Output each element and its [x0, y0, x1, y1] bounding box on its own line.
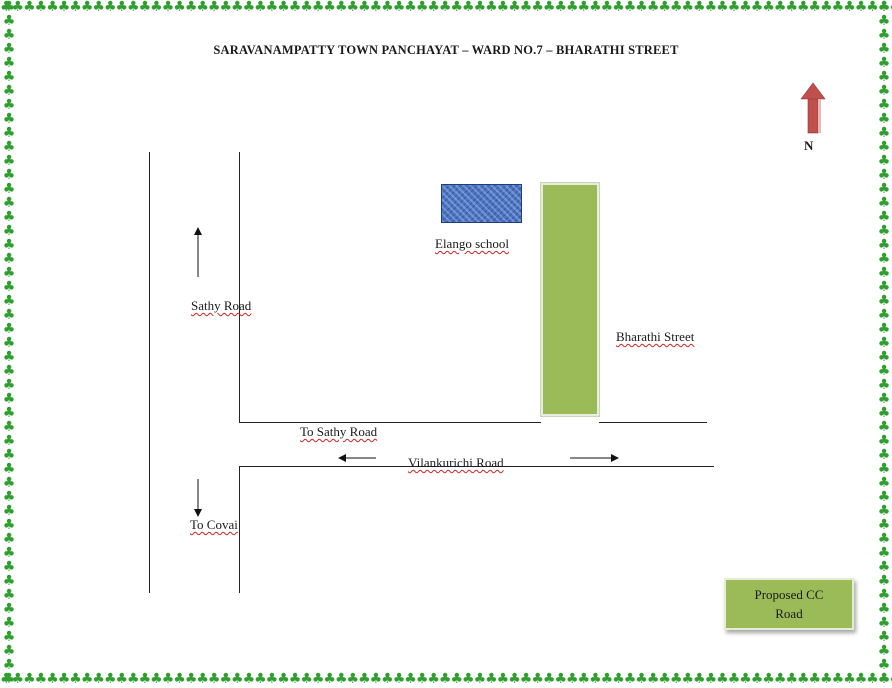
to-sathy-road-label-text: To Sathy Road — [300, 424, 378, 439]
sathy-road-right-edge-upper — [239, 152, 240, 423]
sathy-road-label: Sathy Road — [191, 298, 251, 314]
legend-line2: Road — [775, 606, 803, 621]
elango-school-building — [441, 184, 522, 223]
border-right: ♣♣♣♣♣♣♣♣♣♣♣♣♣♣♣♣♣♣♣♣♣♣♣♣♣♣♣♣♣♣♣♣♣♣♣♣♣♣♣♣… — [877, 0, 891, 687]
elango-school-label: Elango school — [435, 236, 510, 251]
sathy-road-left-edge — [149, 152, 150, 593]
vilankurichi-road-label: Vilankurichi Road — [408, 455, 504, 471]
legend-proposed-cc-road: Proposed CC Road — [724, 578, 854, 630]
to-covai-label: To Covai — [190, 517, 238, 533]
bharathi-street-proposed-road — [541, 183, 599, 416]
border-left: ♣♣♣♣♣♣♣♣♣♣♣♣♣♣♣♣♣♣♣♣♣♣♣♣♣♣♣♣♣♣♣♣♣♣♣♣♣♣♣♣… — [2, 0, 16, 687]
map-title: SARAVANAMPATTY TOWN PANCHAYAT – WARD NO.… — [213, 43, 679, 57]
vilankurichi-road-label-text: Vilankurichi Road — [408, 455, 504, 470]
to-sathy-road-label: To Sathy Road — [300, 424, 377, 440]
legend-line1: Proposed CC — [754, 587, 824, 602]
bharathi-street-label: Bharathi Street — [616, 329, 694, 345]
to-covai-label-text: To Covai — [190, 517, 238, 532]
vilankurichi-road-lower-edge — [239, 466, 714, 467]
border-top: ♣♣♣♣♣♣♣♣♣♣♣♣♣♣♣♣♣♣♣♣♣♣♣♣♣♣♣♣♣♣♣♣♣♣♣♣♣♣♣♣… — [0, 0, 892, 15]
bharathi-street-label-text: Bharathi Street — [616, 329, 695, 344]
vilankurichi-road-upper-edge-right — [599, 422, 707, 423]
north-arrow-icon — [800, 82, 826, 134]
sathy-road-label-text: Sathy Road — [191, 298, 252, 313]
sathy-road-right-edge-lower — [239, 466, 240, 593]
north-label: N — [804, 138, 814, 153]
border-bottom: ♣♣♣♣♣♣♣♣♣♣♣♣♣♣♣♣♣♣♣♣♣♣♣♣♣♣♣♣♣♣♣♣♣♣♣♣♣♣♣♣… — [0, 672, 892, 687]
vilankurichi-road-upper-edge-left — [239, 422, 541, 423]
